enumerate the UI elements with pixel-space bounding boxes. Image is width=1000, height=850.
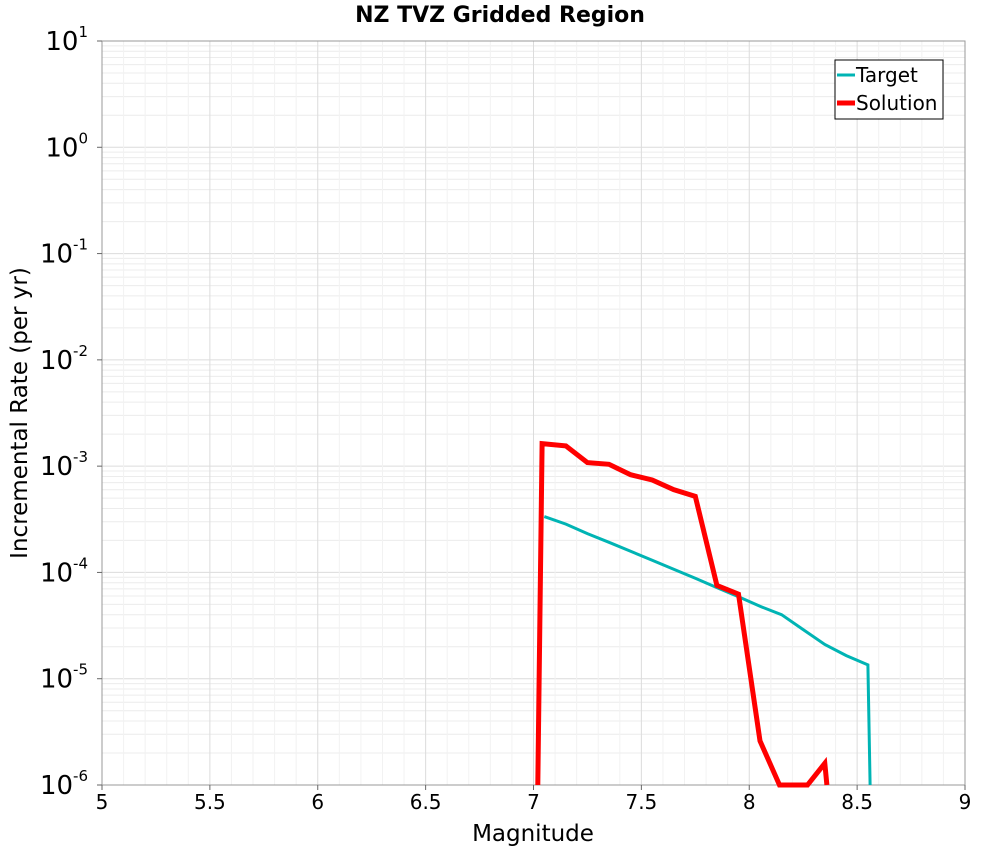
x-tick-label: 6.5 — [410, 790, 442, 814]
x-tick-label: 5 — [96, 790, 109, 814]
x-tick-label: 5.5 — [194, 790, 226, 814]
x-tick-label: 7 — [527, 790, 540, 814]
y-tick-base: 10 — [40, 771, 73, 801]
x-tick-label: 8.5 — [841, 790, 873, 814]
y-tick-exponent: 1 — [78, 23, 88, 41]
grid — [101, 40, 966, 786]
y-tick-base: 10 — [40, 558, 73, 588]
y-tick-label: 10-5 — [40, 661, 88, 695]
y-tick-base: 10 — [45, 27, 78, 57]
y-tick-base: 10 — [45, 133, 78, 163]
y-tick-label: 10-2 — [40, 342, 88, 376]
legend-label-target: Target — [855, 63, 918, 87]
y-tick-exponent: -3 — [73, 448, 88, 466]
y-tick-base: 10 — [40, 240, 73, 270]
y-tick-base: 10 — [40, 452, 73, 482]
y-tick-exponent: 0 — [78, 129, 88, 147]
y-tick-label: 10-3 — [40, 448, 88, 482]
y-tick-exponent: -4 — [73, 554, 88, 572]
x-tick-label: 8 — [743, 790, 756, 814]
y-tick-exponent: -2 — [73, 342, 88, 360]
y-axis-label: Incremental Rate (per yr) — [7, 267, 33, 559]
x-ticks: 5 5.5 6 6.5 7 7.5 8 8.5 9 — [96, 785, 972, 814]
x-tick-label: 6 — [311, 790, 324, 814]
y-tick-exponent: -6 — [73, 767, 88, 785]
y-tick-label: 10-1 — [40, 236, 88, 270]
y-tick-exponent: -5 — [73, 661, 88, 679]
y-tick-base: 10 — [40, 665, 73, 695]
legend-label-solution: Solution — [856, 91, 937, 115]
legend-box — [834, 59, 944, 120]
series-target — [543, 515, 872, 786]
x-axis-label: Magnitude — [472, 821, 594, 847]
x-tick-label: 9 — [959, 790, 972, 814]
y-tick-label: 101 — [45, 23, 88, 57]
chart-title: NZ TVZ Gridded Region — [355, 3, 645, 28]
x-tick-label: 7.5 — [625, 790, 657, 814]
series-line-target — [543, 515, 872, 786]
y-tick-label: 10-4 — [40, 554, 88, 588]
y-tick-label: 100 — [45, 129, 88, 163]
legend: Target Solution — [834, 59, 944, 120]
y-tick-exponent: -1 — [73, 236, 88, 254]
series-layer — [535, 440, 872, 788]
series-line-solution — [535, 440, 830, 788]
series-solution — [535, 440, 830, 788]
y-tick-label: 10-6 — [40, 767, 88, 801]
y-tick-base: 10 — [40, 346, 73, 376]
